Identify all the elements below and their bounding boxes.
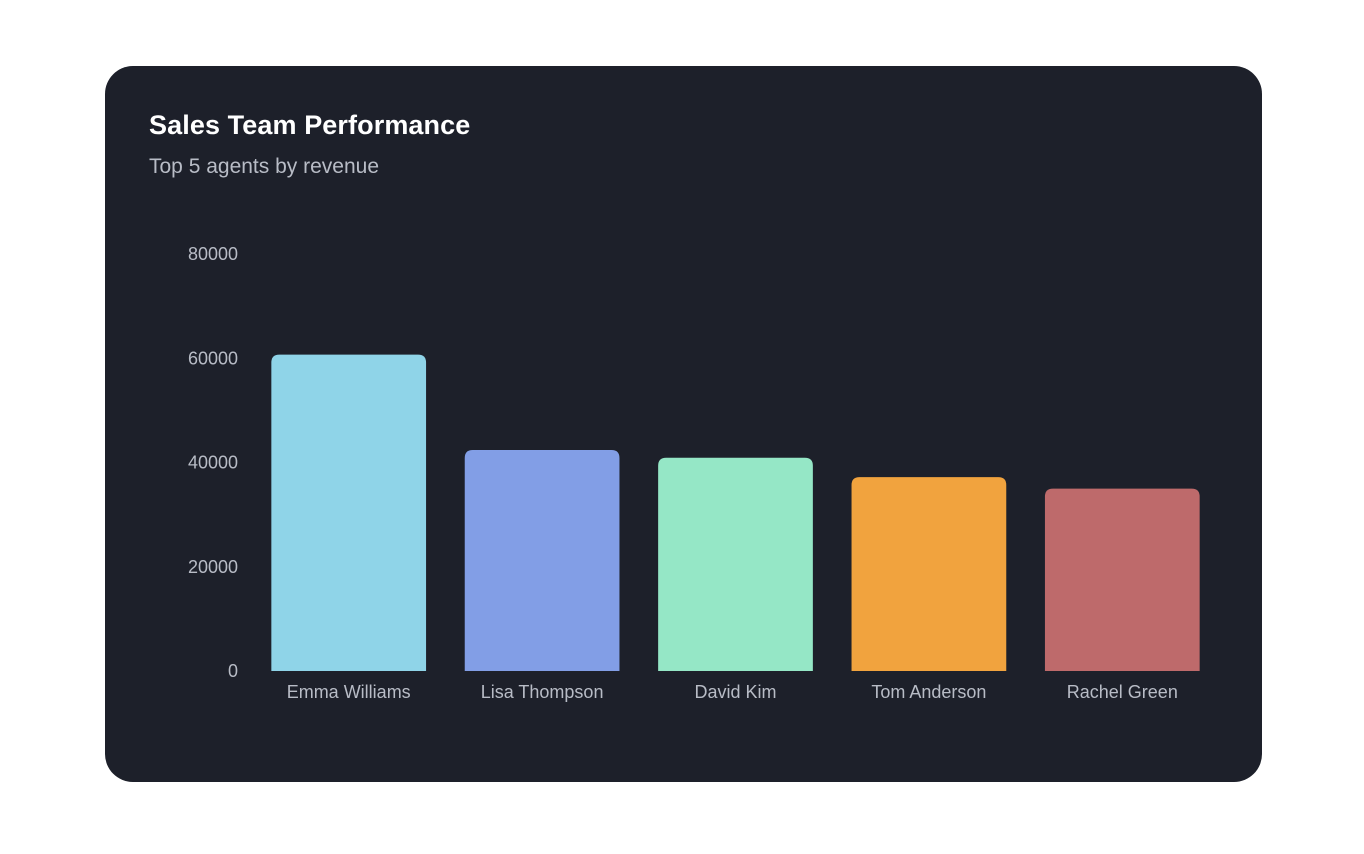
bar-lisa-thompson[interactable]	[464, 449, 620, 671]
y-tick-label: 20000	[188, 557, 238, 577]
x-axis: Emma Williams Lisa Thompson David Kim Tom A…	[287, 682, 1178, 702]
x-category-label: Tom Anderson	[871, 682, 986, 702]
y-tick-label: 60000	[188, 348, 238, 368]
y-tick-label: 40000	[188, 453, 238, 473]
bar-david-kim[interactable]	[658, 457, 813, 671]
x-category-label: David Kim	[694, 682, 776, 702]
chart-subtitle: Top 5 agents by revenue	[149, 155, 379, 178]
x-category-label: Rachel Green	[1067, 682, 1178, 702]
y-tick-label: 80000	[188, 244, 238, 264]
bars-group	[271, 354, 1200, 671]
bar-emma-williams[interactable]	[271, 354, 427, 671]
x-category-label: Emma Williams	[287, 682, 411, 702]
bar-rachel-green[interactable]	[1044, 488, 1200, 671]
x-category-label: Lisa Thompson	[481, 682, 604, 702]
y-tick-label: 0	[228, 661, 238, 681]
bar-chart: 0 20000 40000 60000 80000 Emma Williams Lisa …	[188, 244, 1200, 702]
chart-card: Sales Team Performance Top 5 agents by r…	[105, 66, 1262, 782]
y-axis: 0 20000 40000 60000 80000	[188, 244, 238, 681]
chart-title: Sales Team Performance	[149, 110, 471, 140]
bar-tom-anderson[interactable]	[851, 477, 1007, 671]
